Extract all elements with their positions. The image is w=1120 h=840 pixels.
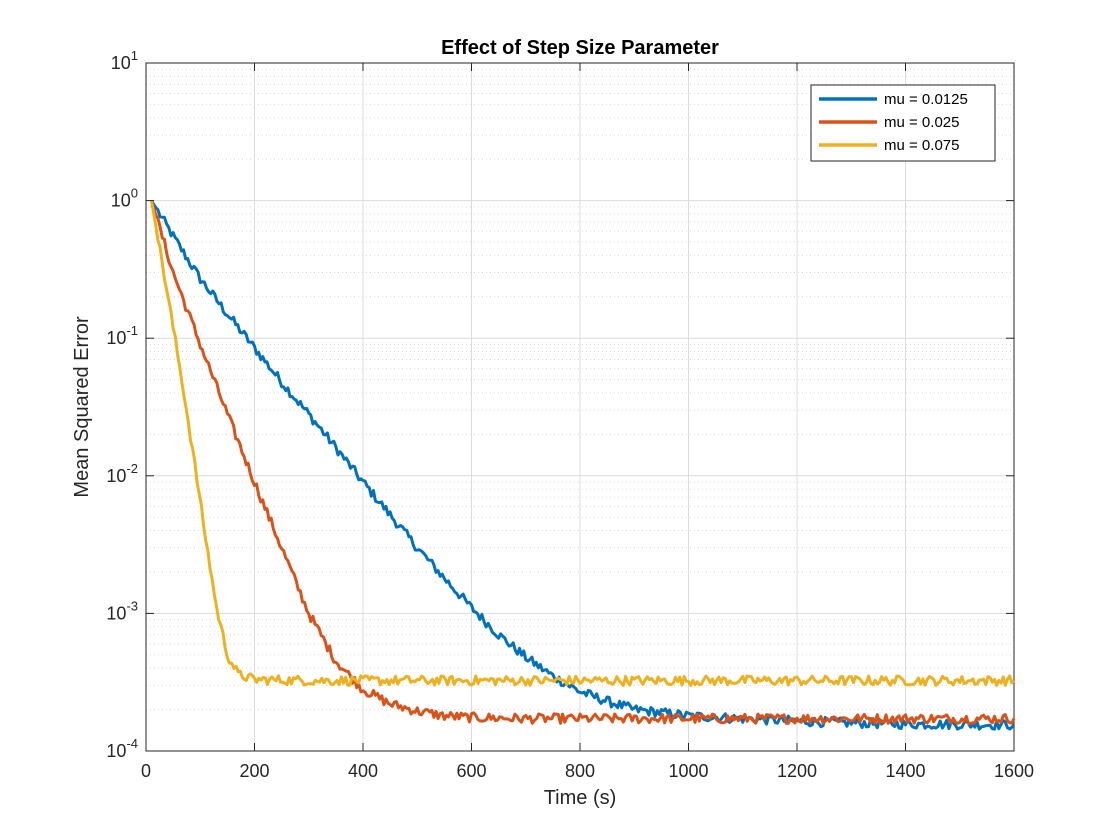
- x-tick-label: 1200: [777, 761, 817, 781]
- y-tick-label: 10-2: [106, 461, 138, 486]
- x-tick-label: 600: [456, 761, 486, 781]
- x-tick-label: 800: [565, 761, 595, 781]
- y-tick-label: 10-4: [106, 736, 138, 761]
- y-tick-label: 10-1: [106, 323, 138, 348]
- legend: mu = 0.0125 mu = 0.025 mu = 0.075: [810, 84, 996, 162]
- x-tick-label: 0: [141, 761, 151, 781]
- x-axis-label: Time (s): [544, 787, 617, 809]
- x-tick-label: 400: [348, 761, 378, 781]
- y-axis-ticks: 10-4 10-3 10-2 10-1 100 101: [106, 48, 1014, 761]
- x-tick-label: 1600: [994, 761, 1034, 781]
- grid-layer: [145, 62, 1015, 752]
- y-tick-label: 10-3: [106, 598, 138, 623]
- legend-label: mu = 0.075: [884, 137, 959, 154]
- series-line: [149, 200, 1016, 687]
- legend-label: mu = 0.025: [884, 114, 959, 131]
- x-tick-label: 1000: [668, 761, 708, 781]
- y-axis-label: Mean Squared Error: [71, 316, 93, 498]
- y-tick-label: 101: [111, 48, 138, 73]
- x-axis-ticks: 0 200 400 600 800 1000 1200 1400 1600: [141, 63, 1034, 781]
- series-layer: [149, 199, 1016, 731]
- series-line: [150, 199, 1016, 731]
- x-tick-label: 1400: [885, 761, 925, 781]
- series-line: [149, 200, 1016, 725]
- chart-title: Effect of Step Size Parameter: [441, 37, 719, 59]
- legend-label: mu = 0.0125: [884, 91, 968, 108]
- x-tick-label: 200: [239, 761, 269, 781]
- y-tick-label: 100: [111, 186, 138, 211]
